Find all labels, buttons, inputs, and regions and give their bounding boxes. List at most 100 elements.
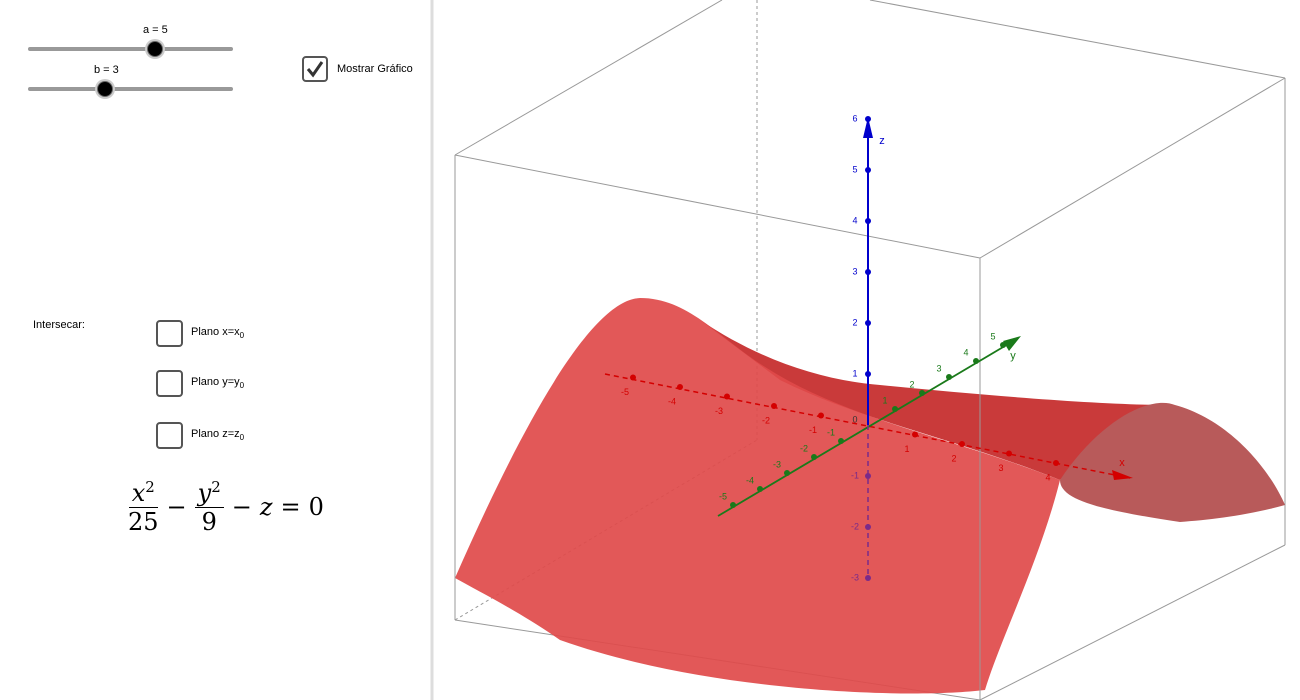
slider-label: a = 5 [143,24,168,36]
axis-tick [865,371,871,377]
checkbox[interactable] [156,422,183,449]
slider[interactable] [28,81,233,97]
y-axis [717,339,1016,517]
surface [700,320,1170,480]
eq-text: 25 [128,508,159,536]
eq-text: − [166,493,187,521]
axis-tick [677,384,683,390]
axis-tick [811,454,817,460]
axis-tick [865,575,871,581]
axis-tick-label: -5 [621,387,629,397]
axis-tick [919,390,925,396]
origin-label: 0 [852,414,857,424]
axis-tick [865,473,871,479]
axis-tick [757,486,763,492]
axis-tick-label: 5 [990,331,995,341]
label-subscript: 0 [239,433,245,443]
checkbox[interactable] [156,320,183,347]
axis-tick [630,374,636,381]
axis-tick [865,524,871,530]
axis-tick-label: -3 [773,459,781,469]
axis-name: x [1119,457,1125,469]
axis-name: y [1010,350,1016,362]
surface [1060,402,1285,522]
axis-tick-label: 5 [852,164,857,174]
label-subscript: 0 [239,381,245,391]
eq-text: 9 [201,508,217,536]
axis-arrow [863,117,873,138]
axis-tick-label: -2 [800,443,808,453]
checkmark [306,61,324,78]
eq-text: x [131,479,146,507]
checkbox-label: Plano z=z0 [191,428,244,442]
eq-text: = [280,493,301,521]
equation: x2 25 − y2 9 − z = 0 [128,478,324,536]
axis-tick [865,116,871,122]
label-subscript: 0 [239,331,245,341]
slider-thumb[interactable] [97,81,113,97]
label-text: Plano y=y [191,376,240,388]
axis-tick-label: -4 [668,396,676,406]
axis-tick-label: -4 [746,475,754,485]
eq-text: 2 [145,478,155,496]
bounding-box [454,154,981,700]
eq-text: 2 [211,478,221,496]
axis-tick-label: 1 [852,368,857,378]
checkbox[interactable] [156,370,183,397]
axis-tick-label: 6 [852,113,857,123]
eq-text: 0 [308,493,324,521]
checkbox-label: Plano y=y0 [191,376,244,390]
slider[interactable] [28,41,233,57]
axis-tick [784,470,790,476]
axis-tick-label: -2 [762,415,770,425]
axis-tick-label: -1 [827,427,835,437]
axis-tick [724,393,730,400]
eq-text: − [231,493,252,521]
checkbox-label: Mostrar Gráfico [337,63,413,75]
axis-tick-label: -3 [851,572,859,582]
axis-tick-label: -5 [719,491,727,501]
axis-tick-label: 3 [998,463,1003,473]
axis-tick-label: 4 [852,215,857,225]
axis-tick [892,406,898,412]
axis-tick-label: 2 [951,453,956,463]
axis-tick [865,320,871,326]
axis-tick-label: -3 [715,406,723,416]
slider-label: b = 3 [94,64,119,76]
axis-tick [818,412,824,419]
surface [455,298,1060,694]
axis-tick-label: 4 [1045,472,1050,482]
axis-tick [730,502,736,508]
eq-text: z [259,493,273,521]
label-text: Plano x=x [191,326,240,338]
axis-arrow [1112,470,1133,480]
axis-tick-label: 1 [904,444,909,454]
axis-name: z [879,135,885,147]
checkbox-label: Plano x=x0 [191,326,244,340]
axis-tick [865,269,871,275]
axis-tick-label: 1 [882,395,887,405]
label-text: Plano z=z [191,428,240,440]
eq-text: y [197,479,212,507]
axis-tick-label: -1 [809,425,817,435]
axis-tick-label: -2 [851,521,859,531]
axis-tick-label: 3 [936,363,941,373]
axis-tick-label: 3 [852,266,857,276]
axis-tick [959,441,965,447]
axis-tick [1006,450,1012,457]
axis-tick-label: 2 [909,379,914,389]
axis-tick [1053,460,1059,466]
axis-tick [771,403,777,409]
axis-tick-label: 4 [963,347,968,357]
intersect-label: Intersecar: [33,319,85,331]
axis-arrow [1003,336,1021,351]
axis-tick [838,438,844,444]
axis-tick [912,431,918,438]
checkbox[interactable] [302,56,328,82]
axis-tick [973,358,979,364]
axis-tick [865,218,871,224]
slider-thumb[interactable] [147,41,163,57]
axis-tick [946,374,952,380]
